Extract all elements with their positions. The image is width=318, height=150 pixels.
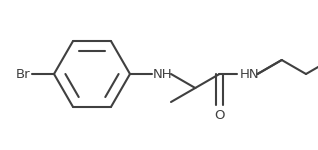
Text: Br: Br	[15, 68, 30, 81]
Text: HN: HN	[239, 68, 259, 81]
Text: O: O	[214, 109, 225, 122]
Text: NH: NH	[153, 68, 173, 81]
